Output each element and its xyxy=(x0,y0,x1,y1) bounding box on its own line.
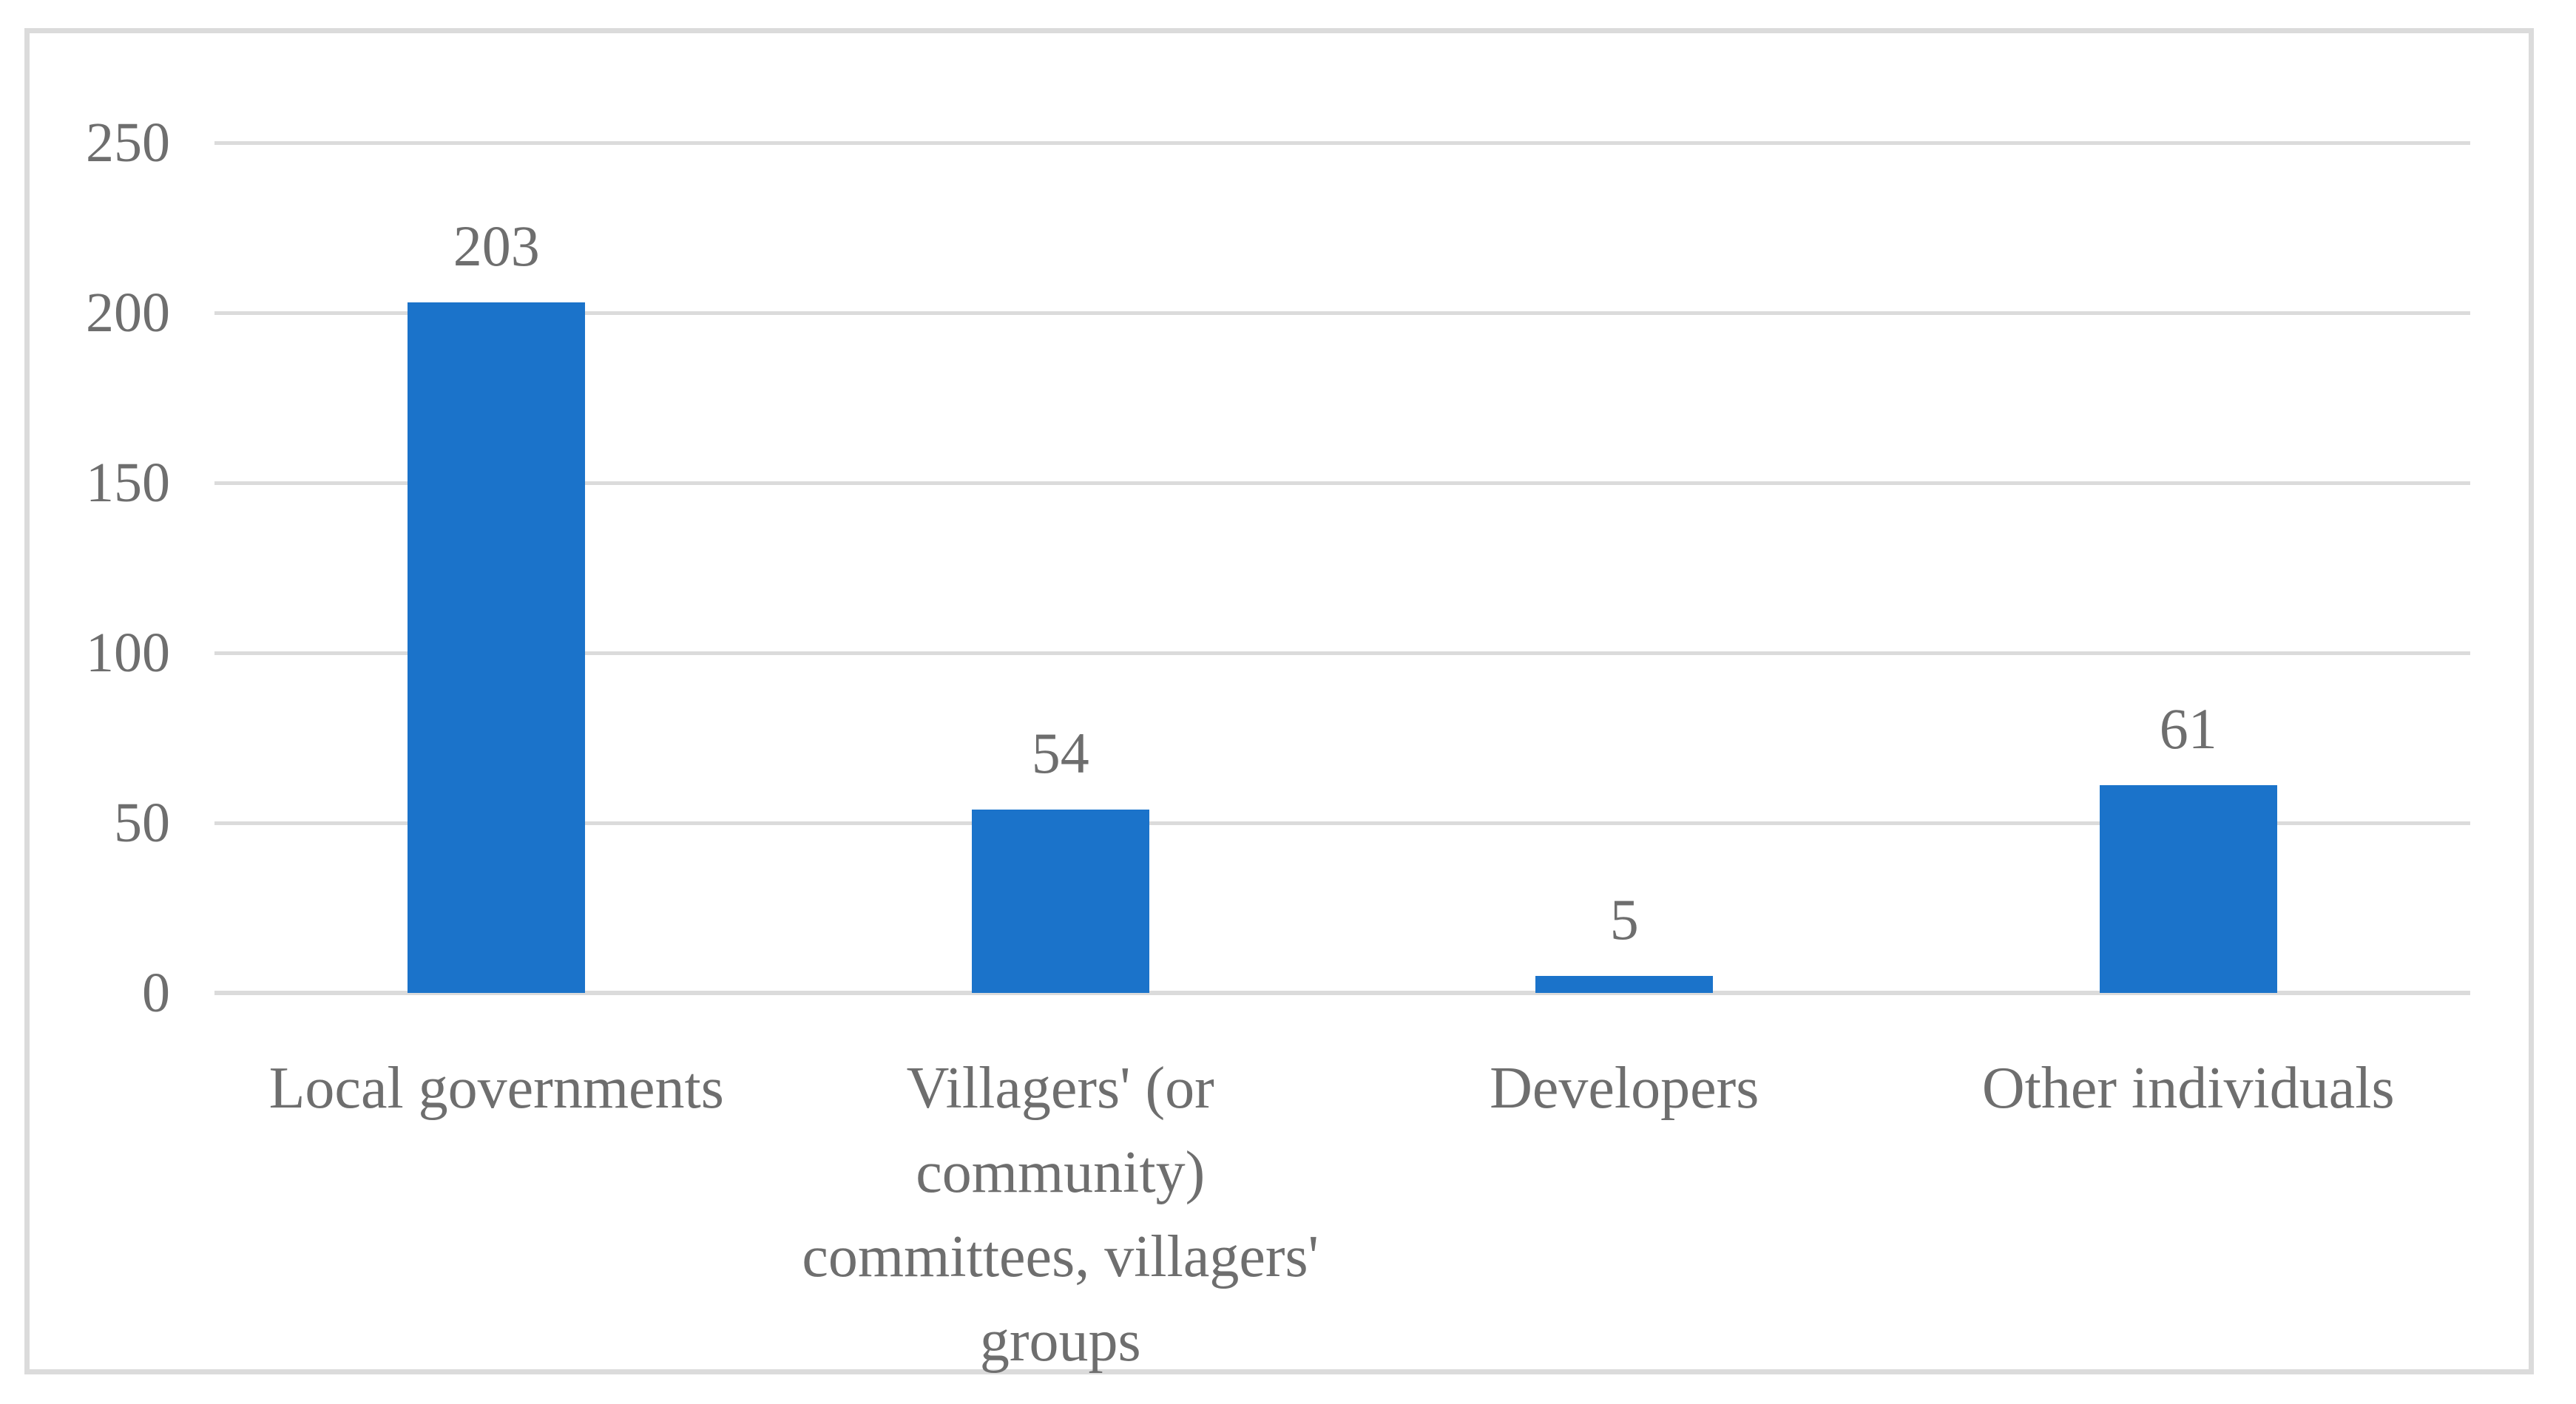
category-label-0-line-0: Local governments xyxy=(268,1056,724,1121)
category-label-3-line-0: Other individuals xyxy=(1981,1056,2395,1121)
category-label-1-line-3: groups xyxy=(979,1309,1141,1374)
category-label-1: Villagers' (or community) committees, vill… xyxy=(779,1046,1343,1383)
bar-0 xyxy=(408,302,586,993)
category-label-2-line-0: Developers xyxy=(1490,1056,1759,1121)
y-tick-label-150: 150 xyxy=(86,452,170,514)
bar-1 xyxy=(971,809,1149,993)
gridline-250 xyxy=(214,141,2470,145)
category-label-1-line-0: Villagers' (or xyxy=(906,1056,1214,1121)
gridline-150 xyxy=(214,481,2470,485)
category-label-2: Developers xyxy=(1342,1046,1907,1130)
y-tick-label-100: 100 xyxy=(86,622,170,684)
bar-2 xyxy=(1535,976,1714,993)
plot-area: 203 54 5 61 xyxy=(214,141,2470,995)
category-label-0: Local governments xyxy=(214,1046,779,1130)
y-tick-label-50: 50 xyxy=(114,792,170,854)
category-label-3: Other individuals xyxy=(1907,1046,2471,1130)
category-label-1-line-1: community) xyxy=(916,1140,1206,1205)
data-label-1: 54 xyxy=(1031,720,1089,785)
bar-3 xyxy=(2099,785,2277,993)
gridline-200 xyxy=(214,311,2470,315)
data-label-2: 5 xyxy=(1609,887,1639,952)
y-tick-label-250: 250 xyxy=(86,112,170,174)
y-tick-label-200: 200 xyxy=(86,282,170,344)
data-label-0: 203 xyxy=(453,214,540,279)
x-axis: Local governments Villagers' (or community… xyxy=(214,1046,2470,1394)
gridline-0 xyxy=(214,991,2470,995)
gridline-50 xyxy=(214,821,2470,825)
y-tick-label-0: 0 xyxy=(142,962,170,1024)
gridline-100 xyxy=(214,651,2470,655)
category-label-1-line-2: committees, villagers' xyxy=(802,1224,1319,1289)
data-label-3: 61 xyxy=(2159,696,2217,762)
